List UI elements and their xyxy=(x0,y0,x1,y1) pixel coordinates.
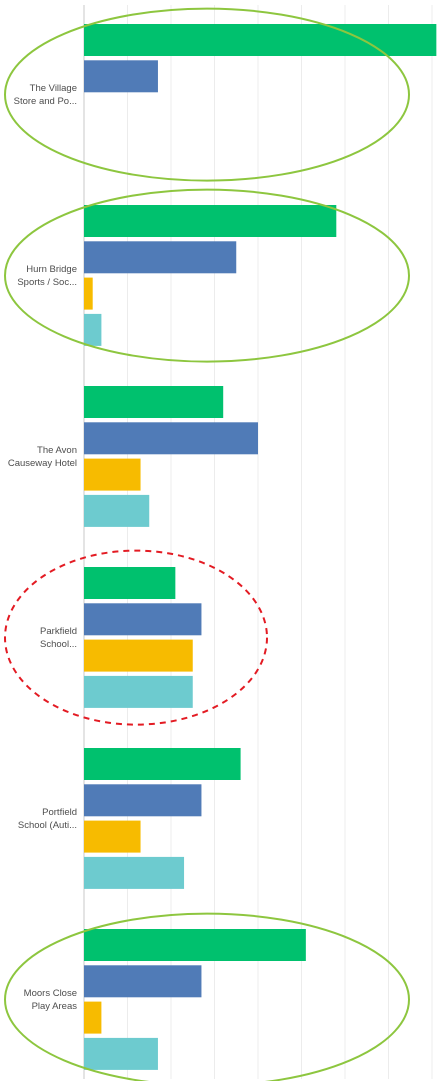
annotation-ellipse xyxy=(4,7,410,182)
bar xyxy=(84,422,258,455)
annotation-ellipses xyxy=(4,7,410,1081)
bar xyxy=(84,458,141,491)
category-label: Portfield School (Auti... xyxy=(18,807,77,831)
bar xyxy=(84,820,141,853)
bar xyxy=(84,1037,158,1070)
bar xyxy=(84,241,237,274)
bar xyxy=(84,603,202,636)
bars xyxy=(84,24,437,1070)
bar xyxy=(84,856,185,889)
category-label: The Village Store and Po... xyxy=(14,83,77,107)
bar xyxy=(84,675,193,708)
bar xyxy=(84,784,202,817)
bar xyxy=(84,386,224,418)
bar xyxy=(84,965,202,998)
category-labels: The Village Store and Po... Hurn Bridge Spo… xyxy=(8,83,77,1012)
bar xyxy=(84,567,176,599)
category-label: Moors Close Play Areas xyxy=(24,988,78,1012)
annotation-ellipse xyxy=(4,912,410,1081)
bar xyxy=(84,929,306,961)
bar xyxy=(84,24,437,56)
annotation-ellipse xyxy=(4,188,410,363)
gridlines xyxy=(83,5,433,1079)
bar xyxy=(84,639,193,672)
annotation-ellipse xyxy=(4,549,268,726)
category-label: The Avon Causeway Hotel xyxy=(8,445,77,469)
category-label: Parkfield School... xyxy=(40,626,77,650)
bar xyxy=(84,60,158,93)
bar xyxy=(84,277,93,310)
category-label: Hurn Bridge Sports / Soc... xyxy=(17,264,77,288)
bar xyxy=(84,1001,102,1034)
bar xyxy=(84,313,102,346)
bar xyxy=(84,748,241,780)
bar xyxy=(84,205,337,237)
bar xyxy=(84,494,150,527)
